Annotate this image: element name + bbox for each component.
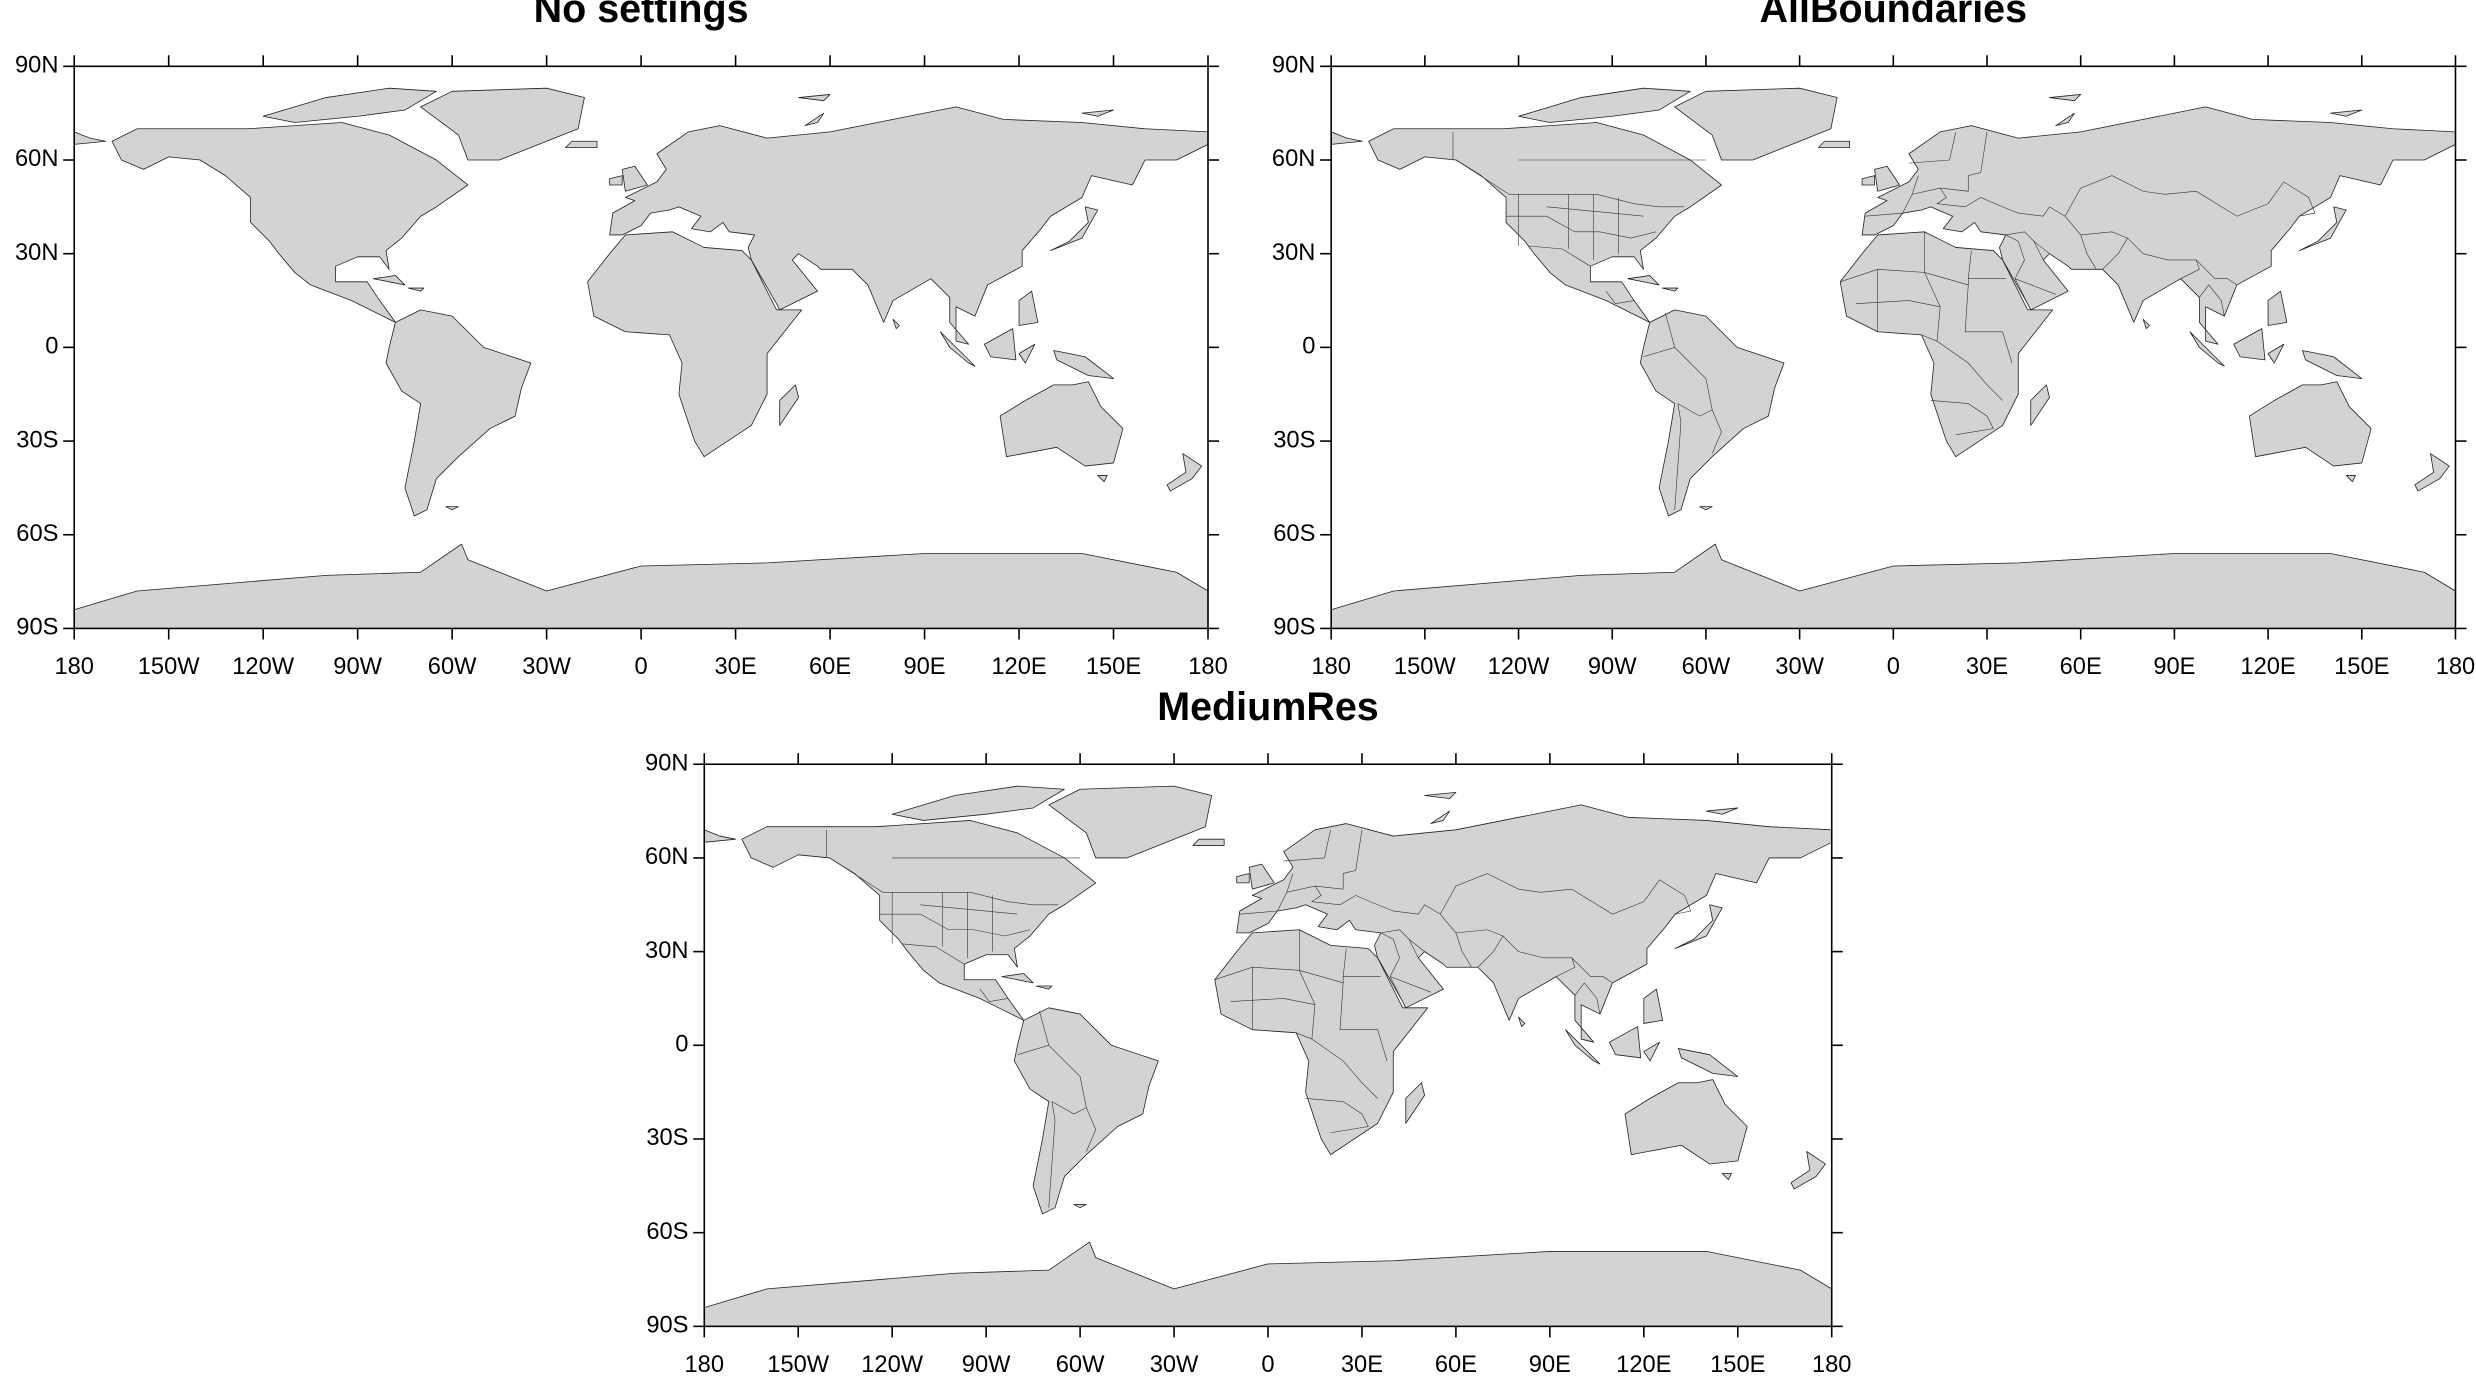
- x-tick-label: 90W: [962, 1352, 1011, 1378]
- map-title: MediumRes: [1157, 685, 1379, 729]
- x-tick-label: 150E: [1710, 1352, 1765, 1378]
- x-tick-label: 90E: [1529, 1352, 1571, 1378]
- y-tick-label: 0: [675, 1032, 688, 1058]
- map-panel: MediumRes 180 150W 120W 90W 60W 30W 0 30E 60E 90E 1…: [645, 685, 1851, 1378]
- x-tick-label: 180: [54, 654, 94, 680]
- y-tick-label: 30N: [15, 240, 58, 266]
- y-tick-label: 90N: [1272, 53, 1315, 79]
- x-tick-label: 60W: [1682, 654, 1731, 680]
- x-tick-label: 150E: [2334, 654, 2389, 680]
- y-tick-label: 90S: [646, 1313, 688, 1339]
- x-tick-label: 0: [1887, 654, 1900, 680]
- x-tick-label: 180: [2436, 654, 2476, 680]
- land: [704, 784, 1832, 1327]
- x-tick-label: 120E: [991, 654, 1046, 680]
- y-tick-label: 60S: [646, 1219, 688, 1245]
- map-title: No settings: [534, 0, 749, 31]
- x-tick-label: 120W: [1488, 654, 1550, 680]
- y-tick-label: 90N: [15, 53, 58, 79]
- x-tick-label: 90W: [1588, 654, 1637, 680]
- y-tick-label: 60N: [645, 844, 688, 870]
- x-tick-label: 150W: [767, 1352, 829, 1378]
- map-panel: No settings 180 150W 120W 90W 60W 30W 0 30E 60E 90…: [15, 0, 1228, 680]
- x-tick-label: 150W: [138, 654, 200, 680]
- y-tick-label: 90S: [1273, 615, 1315, 641]
- x-tick-label: 30W: [522, 654, 571, 680]
- x-tick-label: 180: [685, 1352, 725, 1378]
- x-tick-label: 120E: [2240, 654, 2295, 680]
- x-tick-label: 150E: [1086, 654, 1141, 680]
- x-tick-label: 30W: [1150, 1352, 1199, 1378]
- x-tick-label: 30E: [715, 654, 757, 680]
- y-tick-label: 30S: [646, 1125, 688, 1151]
- land: [74, 86, 1208, 629]
- map-area: [704, 784, 1832, 1327]
- x-tick-label: 60E: [809, 654, 851, 680]
- x-tick-label: 90E: [2153, 654, 2195, 680]
- y-tick-label: 60N: [1272, 146, 1315, 172]
- y-tick-label: 60S: [1273, 521, 1315, 547]
- x-tick-label: 180: [1311, 654, 1351, 680]
- x-tick-label: 180: [1188, 654, 1228, 680]
- x-tick-label: 0: [635, 654, 648, 680]
- y-tick-label: 0: [1302, 334, 1315, 360]
- land: [1331, 86, 2456, 629]
- map-panel: AllBoundaries 180 150W 120W 90W 60W 30W 0 30E 60E…: [1272, 0, 2475, 680]
- map-area: [74, 86, 1208, 629]
- y-tick-label: 30S: [1273, 427, 1315, 453]
- x-tick-label: 120W: [232, 654, 294, 680]
- y-tick-label: 60N: [15, 146, 58, 172]
- x-tick-label: 30E: [1341, 1352, 1383, 1378]
- y-tick-label: 30N: [1272, 240, 1315, 266]
- x-tick-label: 60W: [428, 654, 477, 680]
- y-tick-label: 90N: [645, 750, 688, 776]
- x-tick-label: 90W: [333, 654, 382, 680]
- x-tick-label: 120E: [1616, 1352, 1671, 1378]
- y-tick-label: 90S: [16, 615, 58, 641]
- x-tick-label: 90E: [903, 654, 945, 680]
- x-tick-label: 30W: [1775, 654, 1824, 680]
- map-area: [1331, 86, 2456, 629]
- x-tick-label: 120W: [861, 1352, 923, 1378]
- x-tick-label: 150W: [1394, 654, 1456, 680]
- x-tick-label: 30E: [1966, 654, 2008, 680]
- map-title: AllBoundaries: [1760, 0, 2028, 31]
- x-tick-label: 60E: [1435, 1352, 1477, 1378]
- y-tick-label: 30S: [16, 427, 58, 453]
- panels: No settings 180 150W 120W 90W 60W 30W 0 30E 60E 90…: [15, 0, 2475, 1378]
- x-tick-label: 60E: [2060, 654, 2102, 680]
- y-tick-label: 60S: [16, 521, 58, 547]
- x-tick-label: 60W: [1056, 1352, 1105, 1378]
- y-tick-label: 0: [45, 334, 58, 360]
- y-tick-label: 30N: [645, 938, 688, 964]
- x-tick-label: 180: [1812, 1352, 1852, 1378]
- x-tick-label: 0: [1261, 1352, 1274, 1378]
